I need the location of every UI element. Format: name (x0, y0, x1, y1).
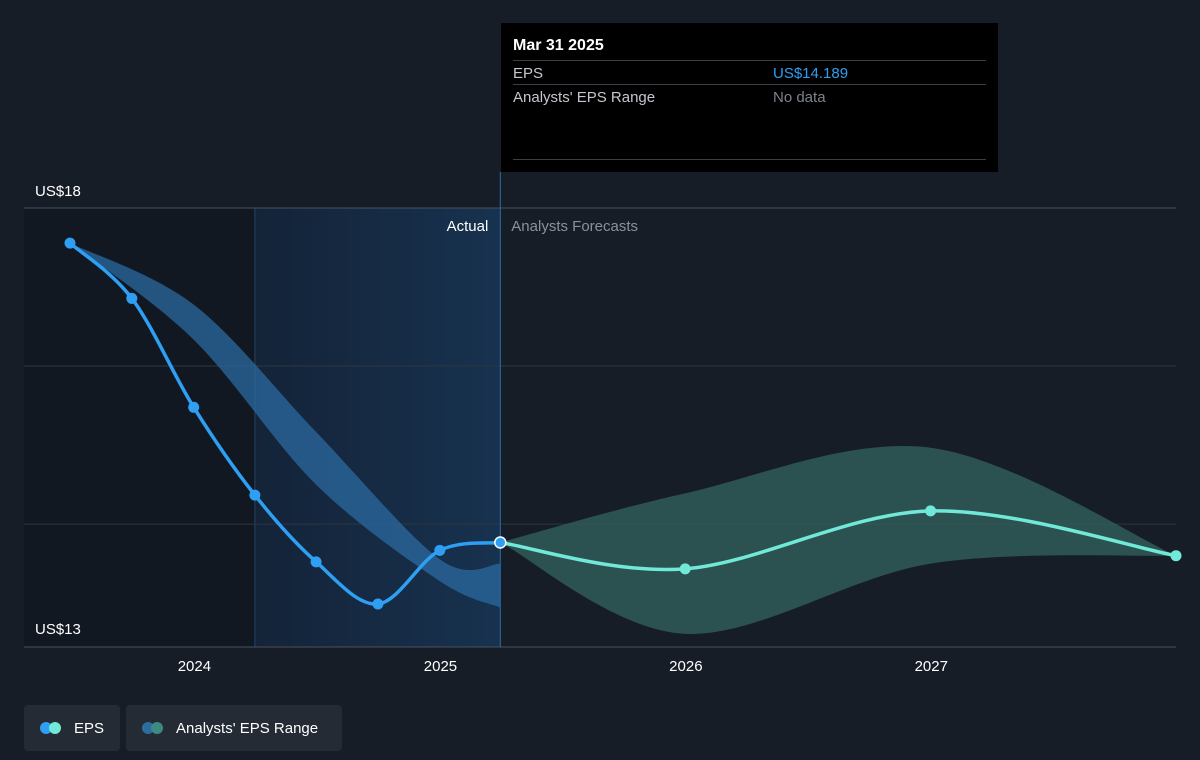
eps-forecast-line (498, 509, 1178, 572)
eps-point (126, 292, 138, 304)
tooltip-row-eps: EPS US$14.189 (513, 60, 986, 87)
legend-eps[interactable]: EPS (24, 705, 120, 751)
eps-range-legend-icon (142, 722, 166, 734)
y-label-bottom: US$13 (35, 621, 81, 638)
legend-eps-label: EPS (73, 719, 104, 737)
eps-range-band-actual (70, 243, 501, 608)
tooltip-range-value: No data (773, 89, 826, 106)
forecast-section-label: Analysts Forecasts (511, 218, 638, 235)
x-tick-label: 2026 (669, 658, 702, 675)
eps-point (249, 489, 261, 501)
eps-point (434, 544, 446, 556)
eps-legend-icon (40, 722, 64, 734)
legend-eps-range[interactable]: Analysts' EPS Range (126, 705, 342, 751)
tooltip-date: Mar 31 2025 (513, 37, 604, 54)
tooltip-eps-value: US$14.189 (773, 65, 849, 82)
eps-point (310, 556, 322, 568)
eps-forecast-point (925, 505, 937, 517)
eps-point (188, 401, 200, 413)
x-tick-label: 2024 (178, 658, 211, 675)
hover-tooltip: Mar 31 2025 EPS US$14.189 Analysts' EPS … (501, 23, 998, 172)
y-label-top: US$18 (35, 183, 81, 200)
tooltip-range-label: Analysts' EPS Range (513, 89, 656, 106)
eps-point (494, 536, 507, 549)
tooltip-row-range: Analysts' EPS Range No data (513, 84, 986, 111)
x-tick-label: 2027 (915, 658, 948, 675)
eps-forecast-point (679, 563, 691, 575)
eps-point (372, 598, 384, 610)
x-tick-label: 2025 (424, 658, 457, 675)
tooltip-divider (513, 159, 986, 160)
eps-actual-line (68, 241, 503, 606)
eps-forecast-point (1170, 550, 1182, 562)
actual-section-label: Actual (447, 218, 489, 235)
tooltip-eps-label: EPS (513, 65, 544, 82)
eps-range-band-forecast (500, 446, 1177, 634)
eps-point (64, 237, 76, 249)
legend-eps-range-label: Analysts' EPS Range (176, 719, 319, 737)
